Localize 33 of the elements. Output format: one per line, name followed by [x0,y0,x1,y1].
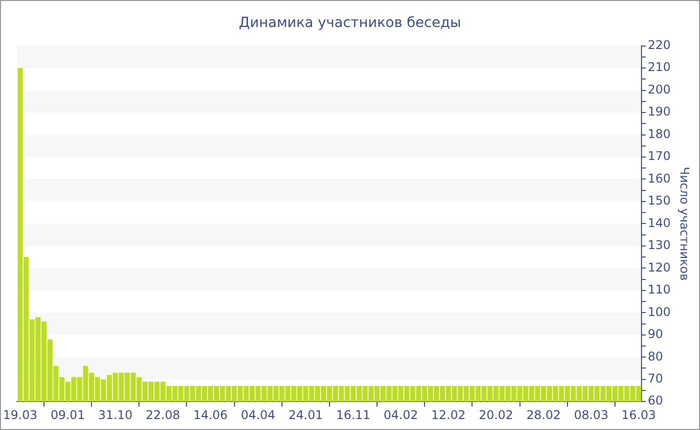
y-tick-label: 160 [648,171,671,186]
y-axis-title: Число участников [678,166,692,281]
y-tick-label: 120 [648,260,671,274]
x-tick-label: 04.04 [240,408,276,422]
y-tick-label: 60 [648,394,663,408]
x-tick-label: 08.03 [574,408,608,422]
y-tick-label: 130 [648,238,671,252]
y-tick-label: 180 [648,126,671,141]
y-tick-label: 150 [648,194,671,208]
y-tick-label: 100 [648,304,671,319]
y-tick-label: 70 [648,371,663,386]
y-tick-label: 170 [648,149,671,164]
x-tick-label: 14.06 [193,408,228,422]
x-tick-label: 16.03 [622,408,656,422]
y-tick-label: 190 [648,104,671,119]
y-tick-label: 140 [648,216,671,230]
chart-title: Динамика участников беседы [238,15,462,32]
x-tick-label: 28.02 [526,408,561,422]
y-tick-label: 200 [648,82,671,96]
y-tick-label: 110 [648,282,671,297]
x-tick-label: 31.10 [98,408,133,422]
x-tick-label: 09.01 [50,408,85,422]
x-tick-label: 16.11 [336,408,370,422]
x-tick-label: 22.08 [146,408,180,422]
y-tick-label: 80 [648,349,663,364]
x-tick-label: 20.02 [478,408,514,422]
x-tick-label: 24.01 [288,408,323,422]
y-tick-label: 220 [648,38,671,52]
y-tick-label: 210 [648,60,671,74]
x-tick-label: 12.02 [431,408,466,422]
x-tick-label: 04.02 [384,408,418,422]
x-tick-label: 19.03 [3,408,38,422]
y-tick-label: 90 [648,327,663,342]
